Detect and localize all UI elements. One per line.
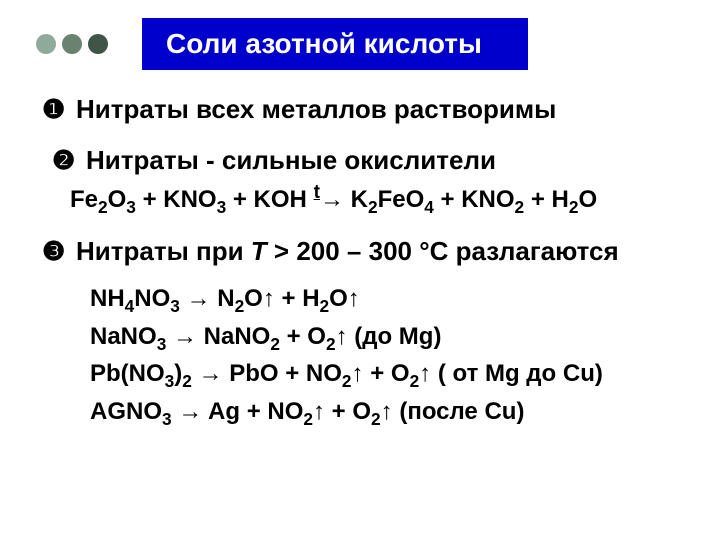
eq-sub: 3 xyxy=(157,333,167,353)
oxidizer-equation: Fe2O3 + KNO3 + KOH t→ K2FeO4 + KNO2 + H2… xyxy=(70,182,720,218)
bullet-text: Нитраты - сильные окислители xyxy=(86,145,496,176)
decomposition-equations: NH4NO3 → N2O↑ + H2O↑ NaNO3 → NaNO2 + O2↑… xyxy=(90,285,720,430)
eq-frag: + KOH xyxy=(226,186,313,213)
eq-sub: 3 xyxy=(170,296,180,316)
eq-frag: AGNO xyxy=(90,398,162,425)
eq-frag: O↑ xyxy=(329,285,360,312)
equation-line: Fe2O3 + KNO3 + KOH t→ K2FeO4 + KNO2 + H2… xyxy=(70,182,720,218)
eq-sub: 2 xyxy=(569,197,579,217)
eq-frag: → K xyxy=(320,186,368,213)
eq-frag: NH xyxy=(90,285,125,312)
bullet-marker-icon: ❷ xyxy=(52,145,86,176)
bullet-text: Нитраты всех металлов растворимы xyxy=(76,94,556,125)
eq-sub: 2 xyxy=(182,371,192,391)
eq-sub: 3 xyxy=(162,409,172,429)
equation-line: NaNO3 → NaNO2 + O2↑ (до Mg) xyxy=(90,323,720,355)
eq-frag: → N xyxy=(180,285,235,312)
bullet-text: Нитраты при T > 200 – 300 °С разлагаются xyxy=(76,236,619,267)
decorative-dots xyxy=(36,34,108,54)
eq-sub: 2 xyxy=(98,197,108,217)
eq-sub: 2 xyxy=(371,409,381,429)
eq-sub: 2 xyxy=(235,296,245,316)
eq-frag: Fe xyxy=(70,186,98,213)
text-italic: T xyxy=(251,236,267,266)
slide-title: Соли азотной кислоты xyxy=(142,18,528,70)
eq-frag: → PbO + NO xyxy=(192,360,342,387)
bullet-marker-icon: ❸ xyxy=(42,236,76,267)
eq-sub: 2 xyxy=(270,333,280,353)
eq-frag: Pb(NO xyxy=(90,360,165,387)
eq-frag: + O xyxy=(280,323,326,350)
eq-annotation: (после Cu) xyxy=(393,398,525,425)
eq-frag: ↑ xyxy=(419,360,431,387)
bullet-3: ❸ Нитраты при T > 200 – 300 °С разлагают… xyxy=(42,236,720,267)
eq-frag: + KNO xyxy=(136,186,217,213)
eq-sub: 2 xyxy=(515,197,525,217)
eq-frag: ↑ xyxy=(381,398,393,425)
eq-frag: NaNO xyxy=(90,323,157,350)
eq-frag: ↑ xyxy=(336,323,348,350)
dot-icon xyxy=(36,34,56,54)
eq-sub: 4 xyxy=(424,197,434,217)
eq-frag: NO xyxy=(134,285,170,312)
text-frag: Нитраты при xyxy=(76,236,251,266)
eq-sub: 2 xyxy=(342,371,352,391)
equation-line: AGNO3 → Ag + NO2↑ + O2↑ (после Cu) xyxy=(90,398,720,430)
dot-icon xyxy=(88,34,108,54)
equation-line: Pb(NO3)2 → PbO + NO2↑ + O2↑ ( от Mg до C… xyxy=(90,360,720,392)
eq-sub: 3 xyxy=(126,197,136,217)
eq-annotation: (до Mg) xyxy=(348,323,442,350)
eq-sub: 2 xyxy=(320,296,330,316)
eq-frag: → Ag + NO xyxy=(172,398,304,425)
bullet-1: ❶ Нитраты всех металлов растворимы xyxy=(42,94,720,125)
eq-frag: → NaNO xyxy=(166,323,270,350)
eq-annotation: ( от Mg до Cu) xyxy=(431,360,603,387)
eq-frag: O↑ + H xyxy=(244,285,319,312)
eq-sub: 3 xyxy=(165,371,175,391)
eq-frag: + H xyxy=(524,186,569,213)
eq-sub: 2 xyxy=(326,333,336,353)
equation-line: NH4NO3 → N2O↑ + H2O↑ xyxy=(90,285,720,317)
eq-frag: O xyxy=(108,186,127,213)
slide-content: ❶ Нитраты всех металлов растворимы ❷ Нит… xyxy=(0,70,720,430)
eq-frag: + KNO xyxy=(434,186,515,213)
title-row: Соли азотной кислоты xyxy=(0,0,720,70)
eq-frag: O xyxy=(578,186,597,213)
eq-frag: FeO xyxy=(378,186,425,213)
dot-icon xyxy=(62,34,82,54)
eq-sub: 2 xyxy=(303,409,313,429)
eq-frag: ↑ + O xyxy=(352,360,410,387)
eq-sub: 2 xyxy=(410,371,420,391)
bullet-2: ❷ Нитраты - сильные окислители xyxy=(42,145,720,176)
eq-sub: 2 xyxy=(368,197,378,217)
text-frag: > 200 – 300 °С разлагаются xyxy=(267,236,619,266)
eq-frag: ↑ + O xyxy=(313,398,371,425)
bullet-marker-icon: ❶ xyxy=(42,94,76,125)
eq-sub: 3 xyxy=(217,197,227,217)
eq-sub: 4 xyxy=(125,296,135,316)
